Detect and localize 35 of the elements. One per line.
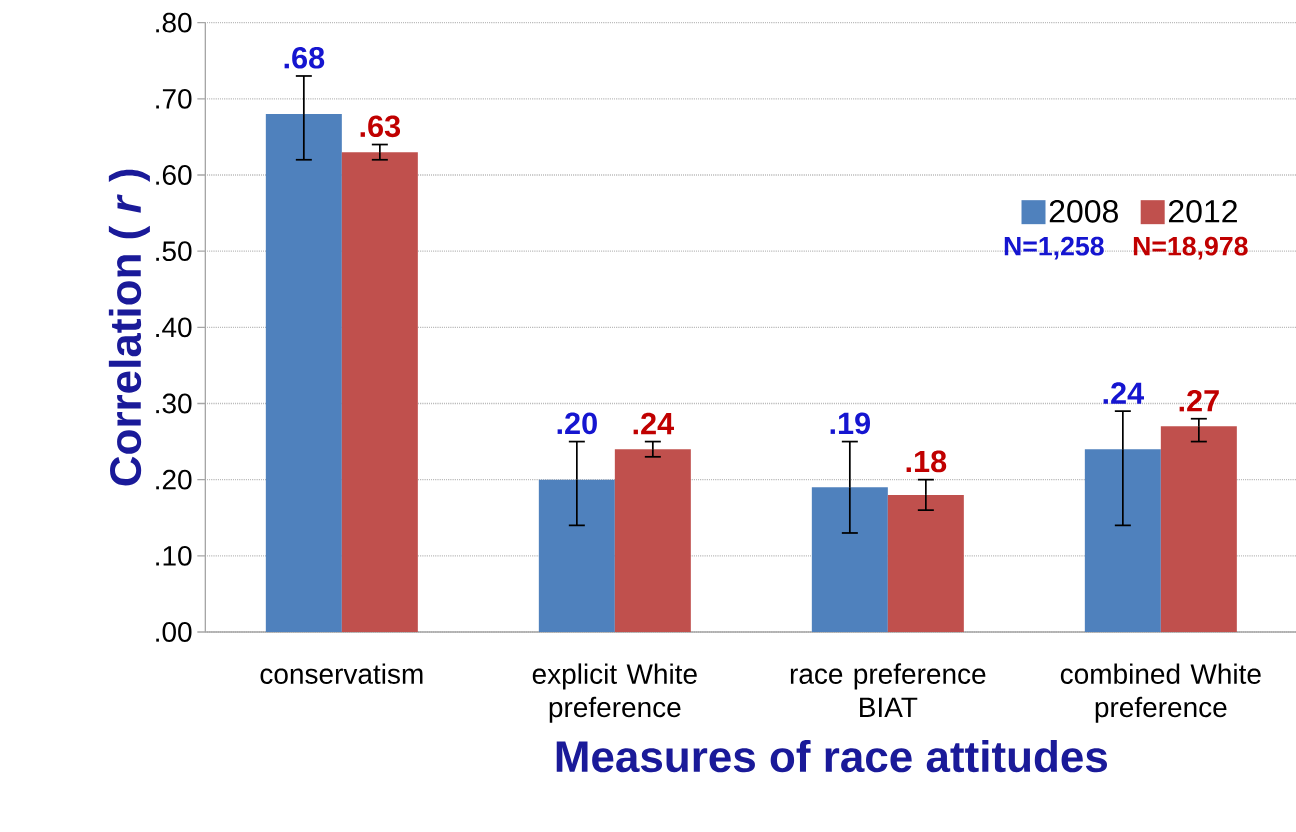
bar bbox=[614, 449, 691, 632]
y-tick-label: .60 bbox=[156, 165, 192, 185]
x-tick-label: race preference BIAT bbox=[790, 663, 986, 717]
y-axis-title: Correlation ( r ) bbox=[108, 169, 150, 486]
bar bbox=[341, 152, 418, 632]
y-tick-label: .00 bbox=[156, 622, 192, 642]
data-label: .24 bbox=[1103, 382, 1144, 404]
data-label: .63 bbox=[360, 115, 401, 138]
annotation: N=1,258 bbox=[1004, 236, 1104, 260]
bar bbox=[1160, 426, 1237, 632]
data-label: .19 bbox=[830, 412, 871, 435]
legend-label: 2012 bbox=[1168, 200, 1237, 223]
bar bbox=[1084, 449, 1161, 632]
x-tick-label: combined White preference bbox=[1060, 663, 1261, 723]
y-tick-label: .80 bbox=[156, 12, 192, 33]
annotation: N=18,978 bbox=[1133, 236, 1248, 260]
y-tick-label: .20 bbox=[156, 469, 192, 490]
x-tick-label: explicit White preference bbox=[532, 663, 697, 723]
data-label: .68 bbox=[284, 46, 325, 69]
data-label: .18 bbox=[906, 450, 947, 473]
y-tick-label: .40 bbox=[156, 317, 192, 338]
y-tick-label: .10 bbox=[156, 545, 192, 566]
x-axis-title: Measures of race attitudes bbox=[556, 739, 1108, 773]
bar bbox=[538, 479, 615, 632]
bar bbox=[887, 494, 964, 632]
legend-label: 2008 bbox=[1049, 200, 1118, 223]
y-tick-label: .50 bbox=[156, 241, 192, 262]
y-tick-label: .70 bbox=[156, 88, 192, 109]
data-label: .20 bbox=[557, 412, 597, 435]
bar bbox=[811, 487, 888, 632]
bar bbox=[265, 114, 342, 632]
data-label: .27 bbox=[1179, 389, 1219, 412]
data-label: .24 bbox=[633, 412, 674, 435]
y-tick-label: .30 bbox=[156, 393, 192, 414]
x-tick-label: conservatism bbox=[260, 663, 423, 684]
